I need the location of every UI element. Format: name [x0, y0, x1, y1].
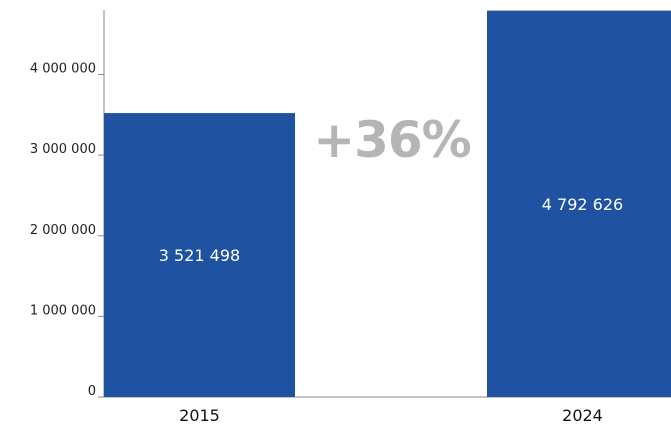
bar-2015 — [104, 113, 295, 397]
bar-2024 — [487, 10, 671, 397]
data-label-2015: 3 521 498 — [159, 246, 240, 265]
y-tick-label: 4 000 000 — [30, 62, 96, 77]
data-label-2024: 4 792 626 — [542, 195, 623, 214]
y-tick-label: 0 — [88, 384, 96, 399]
y-tick-label: 2 000 000 — [30, 223, 96, 238]
y-tick-label: 3 000 000 — [30, 142, 96, 157]
x-tick-label-2024: 2024 — [562, 406, 603, 425]
y-tick-label: 1 000 000 — [30, 303, 96, 318]
growth-annotation: +36% — [313, 111, 471, 169]
x-tick-label-2015: 2015 — [179, 406, 220, 425]
